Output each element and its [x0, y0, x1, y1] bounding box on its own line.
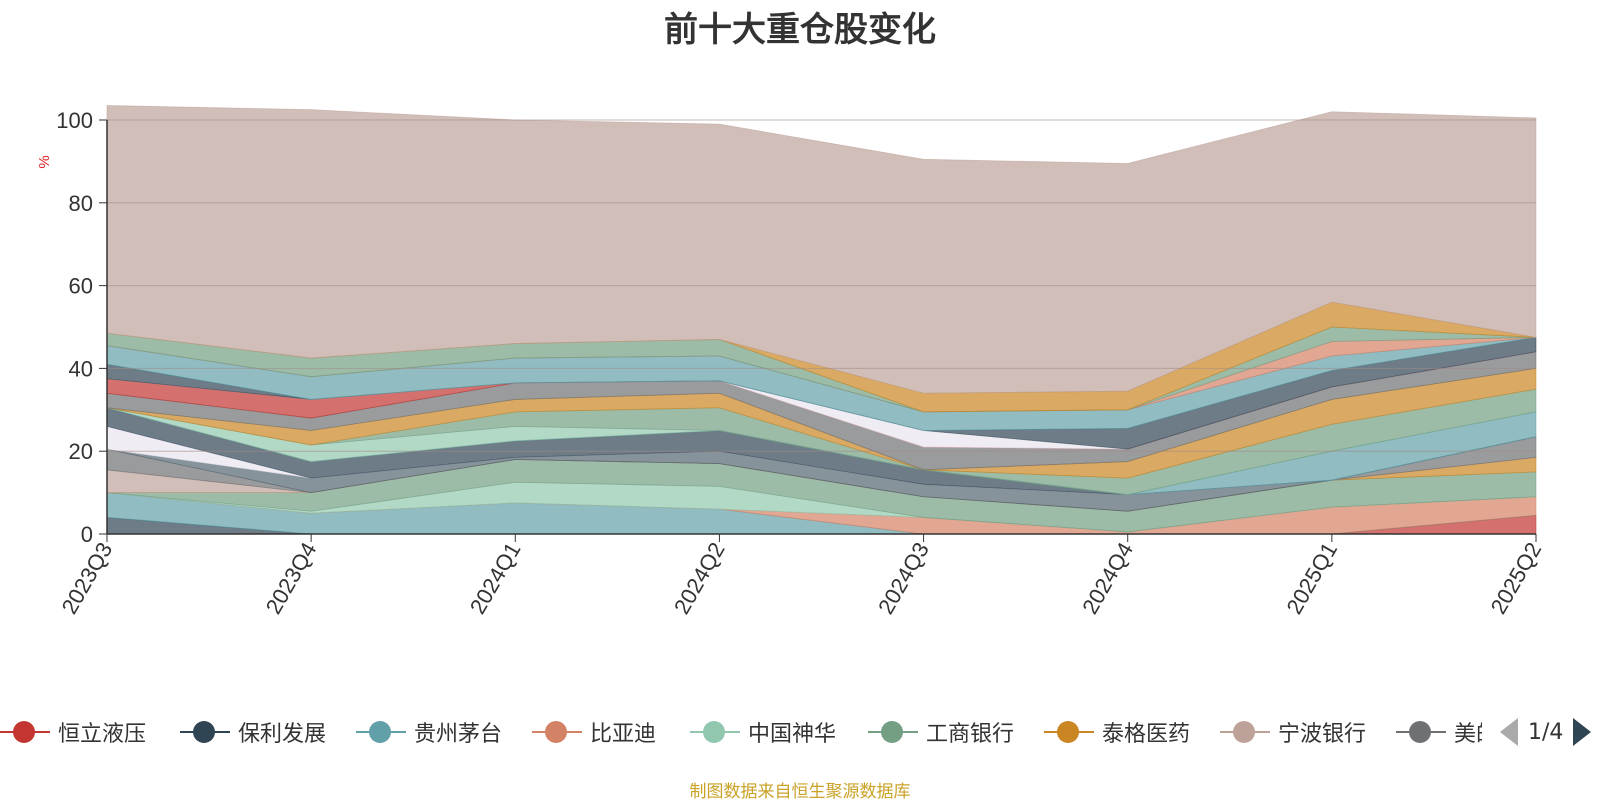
legend-item[interactable]: 工商银行 [868, 712, 1014, 752]
legend-label: 泰格医药 [1102, 722, 1191, 747]
x-tick-label: 2024Q4 [1077, 538, 1138, 618]
chart-title: 前十大重仓股变化 [664, 10, 936, 50]
legend-marker-icon [0, 720, 50, 744]
x-tick-label: 2025Q2 [1486, 538, 1547, 618]
legend-item[interactable]: 中国神华 [690, 712, 836, 752]
y-tick-label: 100 [56, 108, 93, 133]
legend-label: 比亚迪 [590, 722, 657, 747]
y-axis-unit: % [36, 155, 53, 168]
legend-marker-icon [1396, 720, 1446, 744]
legend-label: 保利发展 [238, 722, 327, 747]
legend-item[interactable]: 美的集团 [1396, 712, 1482, 752]
x-tick-label: 2025Q1 [1281, 538, 1342, 618]
y-tick-label: 80 [69, 191, 93, 216]
stacked-areas [106, 105, 1537, 535]
source-note: 制图数据来自恒生聚源数据库 [689, 782, 911, 802]
legend-label: 中国神华 [748, 722, 837, 747]
legend: 恒立液压 保利发展 贵州茅台 比亚迪 中国神华 工商银行 泰格医药 宁波银行 美的集团 1/4 [0, 712, 1600, 752]
legend-item[interactable]: 宁波银行 [1220, 712, 1366, 752]
x-tick-label: 2024Q3 [873, 538, 934, 618]
y-tick-label: 20 [69, 439, 93, 464]
legend-label: 贵州茅台 [414, 722, 503, 747]
legend-marker-icon [690, 720, 740, 744]
legend-prev-icon[interactable] [1500, 718, 1518, 746]
x-tick-label: 2023Q3 [57, 538, 118, 618]
legend-label: 工商银行 [926, 722, 1015, 747]
legend-item[interactable]: 恒立液压 [0, 712, 146, 752]
area-series-24 [106, 105, 1537, 394]
y-tick-label: 60 [69, 274, 93, 299]
y-tick-label: 40 [69, 356, 93, 381]
chart-plot: 0 20 40 60 80 100 2023Q3 2023Q4 2024Q1 2024Q2 2024… [36, 105, 1547, 618]
legend-items: 恒立液压 保利发展 贵州茅台 比亚迪 中国神华 工商银行 泰格医药 宁波银行 美的集团 [0, 712, 1482, 752]
legend-marker-icon [180, 720, 230, 744]
legend-pager: 1/4 [1500, 712, 1592, 752]
legend-marker-icon [868, 720, 918, 744]
legend-item[interactable]: 泰格医药 [1044, 712, 1190, 752]
legend-marker-icon [532, 720, 582, 744]
gridlines [107, 119, 1536, 452]
x-tick-label: 2024Q1 [465, 538, 526, 618]
legend-label: 宁波银行 [1278, 722, 1367, 747]
legend-next-icon[interactable] [1573, 718, 1592, 746]
legend-label: 恒立液压 [58, 722, 147, 747]
y-tick-label: 0 [81, 522, 93, 547]
legend-marker-icon [1044, 720, 1094, 744]
x-tick-label: 2023Q4 [261, 538, 322, 618]
legend-item[interactable]: 保利发展 [180, 712, 326, 752]
legend-item[interactable]: 比亚迪 [532, 712, 656, 752]
x-tick-label: 2024Q2 [669, 538, 730, 618]
legend-item[interactable]: 贵州茅台 [356, 712, 502, 752]
legend-marker-icon [356, 720, 406, 744]
legend-page-indicator: 1/4 [1528, 719, 1564, 745]
legend-label: 美的集团 [1454, 722, 1482, 747]
legend-marker-icon [1220, 720, 1270, 744]
